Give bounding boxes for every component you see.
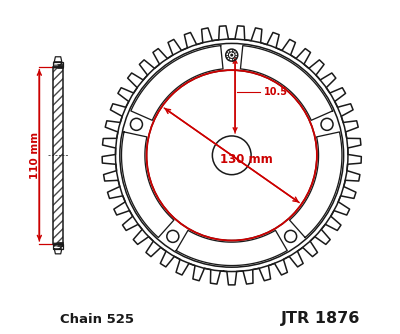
Bar bbox=[62, 242, 63, 246]
Text: 130 mm: 130 mm bbox=[220, 153, 273, 166]
Bar bbox=[62, 64, 63, 68]
Text: JTR 1876: JTR 1876 bbox=[281, 311, 360, 326]
Bar bbox=[61, 242, 62, 246]
Circle shape bbox=[230, 54, 233, 56]
Bar bbox=[53, 244, 63, 249]
Bar bbox=[59, 64, 60, 68]
Bar bbox=[57, 64, 58, 68]
Text: Chain 525: Chain 525 bbox=[60, 313, 134, 326]
Bar bbox=[61, 64, 62, 68]
Bar bbox=[60, 242, 61, 246]
Text: 10.5: 10.5 bbox=[264, 87, 288, 97]
Bar bbox=[59, 242, 60, 246]
Bar bbox=[53, 67, 63, 244]
Bar bbox=[60, 64, 61, 68]
Bar bbox=[53, 62, 63, 67]
Bar bbox=[53, 67, 63, 244]
Bar bbox=[57, 242, 58, 246]
Text: 110 mm: 110 mm bbox=[30, 132, 40, 179]
